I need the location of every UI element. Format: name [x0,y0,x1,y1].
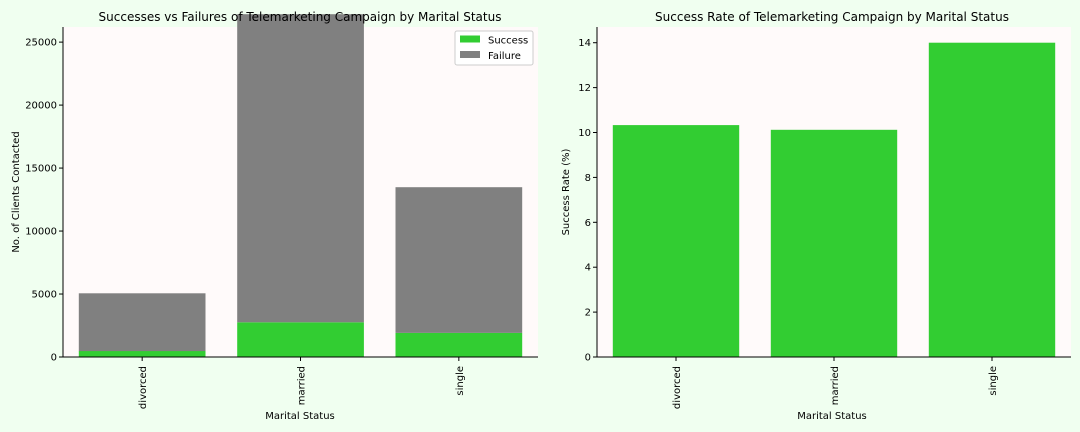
bar-failure-divorced [78,293,206,352]
y-ticks: 0 5000 10000 15000 20000 25000 [25,38,63,364]
y-tick-label: 10 [578,128,591,139]
bar-value-single [928,42,1056,357]
bar-success-married [237,322,364,357]
y-tick-label: 8 [585,173,591,184]
x-tick-label: married [297,366,308,405]
y-tick-label: 2 [585,308,591,319]
x-tick-label: divorced [138,366,149,409]
legend-swatch-failure [460,51,480,58]
y-tick-label: 0 [585,353,591,364]
y-tick-label: 20000 [25,101,57,112]
y-tick-label: 14 [578,38,591,49]
y-axis-label: Success Rate (%) [561,148,572,235]
bar-success-single [395,332,523,357]
legend: Success Failure [454,30,534,66]
y-tick-label: 5000 [32,290,57,301]
x-axis-label: Marital Status [797,411,867,422]
chart-success-rate: 0 2 4 6 8 10 12 14 divorced married single Succes… [561,10,1071,422]
chart-title: Success Rate of Telemarketing Campaign b… [655,10,1009,24]
y-axis-label: No. of Clients Contacted [11,131,22,252]
x-tick-label: married [830,366,841,405]
legend-label-success: Success [488,36,528,47]
chart-title: Successes vs Failures of Telemarketing C… [99,10,502,24]
x-ticks: divorced married single [672,357,999,409]
y-tick-label: 15000 [25,164,57,175]
y-tick-label: 25000 [25,38,57,49]
chart-successes-vs-failures: 0 5000 10000 15000 20000 25000 divorced marrie… [11,10,538,422]
y-tick-label: 4 [585,263,591,274]
y-tick-label: 6 [585,218,591,229]
y-ticks: 0 2 4 6 8 10 12 14 [578,38,597,364]
bar-group [78,14,523,357]
legend-swatch-success [460,35,480,43]
bar-value-married [770,129,898,357]
x-axis-label: Marital Status [265,411,335,422]
legend-label-failure: Failure [488,51,521,62]
x-tick-label: single [455,366,466,396]
x-ticks: divorced married single [138,357,466,409]
y-tick-label: 12 [578,83,591,94]
bar-success-divorced [78,351,206,357]
x-tick-label: divorced [672,366,683,409]
bar-failure-married [237,14,364,323]
bar-failure-single [395,187,523,333]
bar-group [612,42,1056,357]
bar-value-divorced [612,125,740,357]
y-tick-label: 10000 [25,227,57,238]
y-tick-label: 0 [51,353,57,364]
x-tick-label: single [988,366,999,396]
